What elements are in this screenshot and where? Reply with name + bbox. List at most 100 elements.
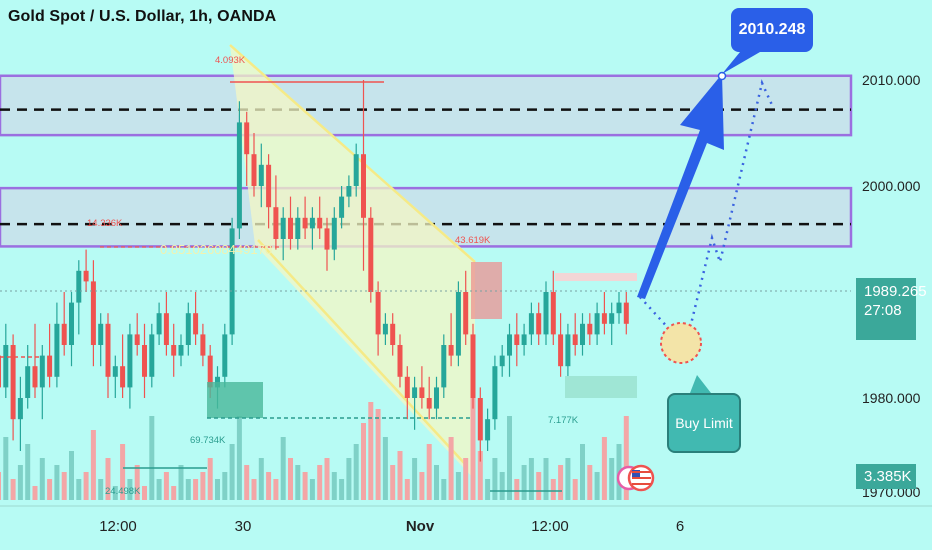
volume-bar (288, 458, 293, 500)
volume-bar (90, 430, 96, 500)
volume-bar (550, 479, 556, 500)
volume-bar (266, 472, 272, 500)
volume-bar (572, 479, 578, 500)
annotation-label-vol_lo_2: 24.498K (105, 486, 141, 497)
candle-body (295, 217, 301, 239)
candle-body (419, 387, 425, 398)
candle-body (361, 154, 366, 218)
annotation-label-vol_hi_3: 43.619K (455, 235, 491, 246)
volume-bar (61, 472, 67, 500)
alternative-path (639, 79, 774, 361)
volume-bar (434, 465, 439, 500)
time-axis-label: 12:00 (531, 518, 569, 535)
candle-body (565, 334, 571, 367)
candle-body (112, 366, 118, 377)
candle-body (302, 217, 308, 229)
volume-bar (404, 479, 410, 500)
candle-body (309, 217, 315, 229)
candle-body (317, 217, 323, 229)
volume-bar (149, 416, 155, 500)
candle-body (507, 334, 512, 356)
candle-body (244, 122, 250, 155)
candle-body (375, 292, 381, 335)
volume-bar (419, 472, 425, 500)
candle-body (331, 217, 337, 250)
volume-bar (222, 472, 228, 500)
candle-body (324, 228, 330, 250)
volume-bar (171, 486, 177, 500)
candle-body (149, 334, 155, 377)
volume-bar (477, 451, 483, 500)
volume-bar (485, 479, 491, 500)
candle-body (470, 334, 476, 398)
volume-bar (507, 416, 512, 500)
volume-bar (244, 465, 250, 500)
candle-body (10, 345, 16, 420)
volume-bar (441, 479, 447, 500)
candle-body (390, 323, 396, 345)
volume-bar (200, 472, 206, 500)
annotation-label-vol_lo_3: 7.177K (548, 415, 579, 426)
candle-body (601, 313, 607, 324)
volume-bar (47, 479, 53, 500)
volume-bar (193, 479, 199, 500)
volume-bar (236, 416, 242, 500)
candle-body (404, 376, 410, 398)
candle-body (134, 334, 140, 345)
volume-bar (185, 479, 191, 500)
candle-body (616, 302, 622, 314)
candle-body (382, 323, 388, 335)
candle-body (492, 366, 498, 420)
volume-bar (156, 479, 162, 500)
volume-bar (112, 486, 118, 500)
volume-bar (543, 458, 549, 500)
candle-body (25, 366, 31, 398)
price-axis-label: 1980.000 (862, 390, 921, 406)
candle-body (98, 323, 104, 345)
volume-bar (258, 458, 264, 500)
annotation-label-vol_hi_1: 4.093K (215, 55, 246, 66)
candle-body (54, 323, 60, 377)
time-axis-label: Nov (406, 518, 435, 535)
candle-body (273, 207, 279, 239)
volume-bar (280, 437, 286, 500)
candle-body (39, 355, 45, 388)
volume-bar (251, 479, 257, 500)
target-price-callout: 2010.248 (731, 8, 813, 52)
volume-bar (426, 444, 432, 500)
candle-body (623, 302, 629, 324)
volume-bar (623, 416, 629, 500)
zones-layer (0, 44, 853, 480)
price-axis-label: 2010.000 (862, 72, 921, 88)
volume-bar (69, 451, 74, 500)
candle-body (163, 313, 169, 345)
candle-body (594, 313, 600, 335)
volume-bar (412, 458, 418, 500)
channel-fill (230, 45, 475, 480)
candle-body (397, 345, 403, 377)
volume-bar (229, 444, 235, 500)
volume-bar (163, 472, 169, 500)
demand-block-2 (565, 376, 637, 398)
volume-bar (609, 458, 615, 500)
volume-bar (558, 465, 564, 500)
last-price-tag: 1989.265 27:08 (856, 278, 927, 340)
volume-bar (295, 465, 301, 500)
volume-bar (448, 437, 454, 500)
channel-upper (229, 44, 476, 263)
candle-body (528, 313, 534, 335)
volume-bar (54, 465, 60, 500)
candle-body (229, 228, 235, 335)
volume-bar (10, 479, 16, 500)
candle-body (200, 334, 206, 356)
volume-bar (397, 451, 403, 500)
candle-body (47, 355, 53, 377)
candle-body (120, 366, 126, 388)
annotation-label-vol_lo_1: 69.734K (190, 435, 226, 446)
candle-body (441, 345, 447, 388)
candle-body (76, 270, 82, 303)
candle-body (339, 196, 345, 218)
